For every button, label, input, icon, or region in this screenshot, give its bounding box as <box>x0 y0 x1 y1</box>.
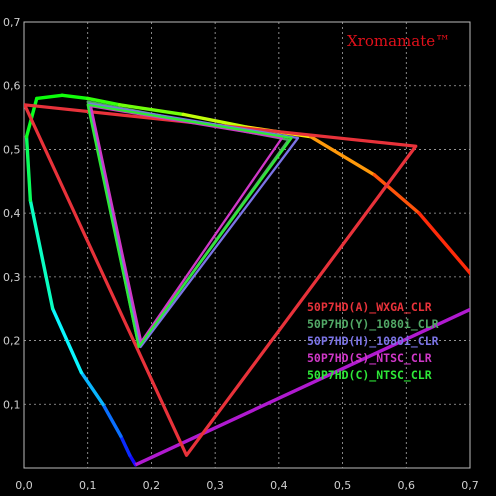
gamut-triangle <box>89 104 284 343</box>
x-tick-label: 0,1 <box>79 479 97 492</box>
locus-segment <box>79 370 105 406</box>
locus-segment <box>50 307 84 375</box>
locus-segment <box>372 173 421 215</box>
x-tick-label: 0,2 <box>143 479 161 492</box>
locus-segment <box>309 134 377 177</box>
axis-ticks: 0,0 0,1 0,2 0,3 0,4 0,5 0,6 0,7 0,1 0,2 0,3 0,4 0,5 0… <box>3 16 479 492</box>
x-tick-label: 0,4 <box>270 479 288 492</box>
x-tick-label: 0,5 <box>334 479 352 492</box>
line-of-purples <box>134 307 470 467</box>
locus-segment <box>101 402 123 438</box>
legend-entry: 50P7HD(Y)_1080i_CLR <box>307 317 439 332</box>
gamut-triangle <box>86 103 293 349</box>
locus-segment <box>86 96 122 107</box>
y-tick-label: 0,5 <box>3 143 21 156</box>
y-tick-label: 0,6 <box>3 80 21 93</box>
x-tick-label: 0,0 <box>15 479 33 492</box>
legend-entry: 50P7HD(C)_NTSC_CLR <box>307 368 432 383</box>
x-tick-label: 0,7 <box>461 479 479 492</box>
locus-segment <box>119 434 132 457</box>
locus-segment <box>28 198 55 311</box>
locus-segment <box>181 112 249 129</box>
plot-frame <box>23 21 471 469</box>
y-tick-label: 0,4 <box>3 207 21 220</box>
legend-entry: 50P7HD(H)_1080i_CLR <box>307 334 439 349</box>
y-tick-label: 0,7 <box>3 16 21 29</box>
locus-segment <box>35 93 64 101</box>
legend-entry: 50P7HD(S)_NTSC_CLR <box>307 351 432 366</box>
locus-segment <box>117 103 185 117</box>
locus-segment <box>417 211 470 276</box>
gamut-triangle <box>24 103 418 457</box>
legend: 50P7HD(A)_WXGA_CLR 50P7HD(Y)_1080i_CLR 50P… <box>307 300 439 383</box>
x-tick-label: 0,6 <box>398 479 416 492</box>
grid <box>23 21 471 469</box>
y-tick-label: 0,3 <box>3 271 21 284</box>
locus-segment <box>24 134 33 203</box>
gamut-series <box>24 100 418 457</box>
brand-logo: Xromamate™ <box>347 32 450 50</box>
x-tick-label: 0,3 <box>206 479 224 492</box>
y-tick-label: 0,2 <box>3 335 21 348</box>
gamut-triangle <box>87 102 300 349</box>
locus-segment <box>60 93 90 101</box>
legend-entry: 50P7HD(A)_WXGA_CLR <box>307 300 432 315</box>
y-tick-label: 0,1 <box>3 398 21 411</box>
